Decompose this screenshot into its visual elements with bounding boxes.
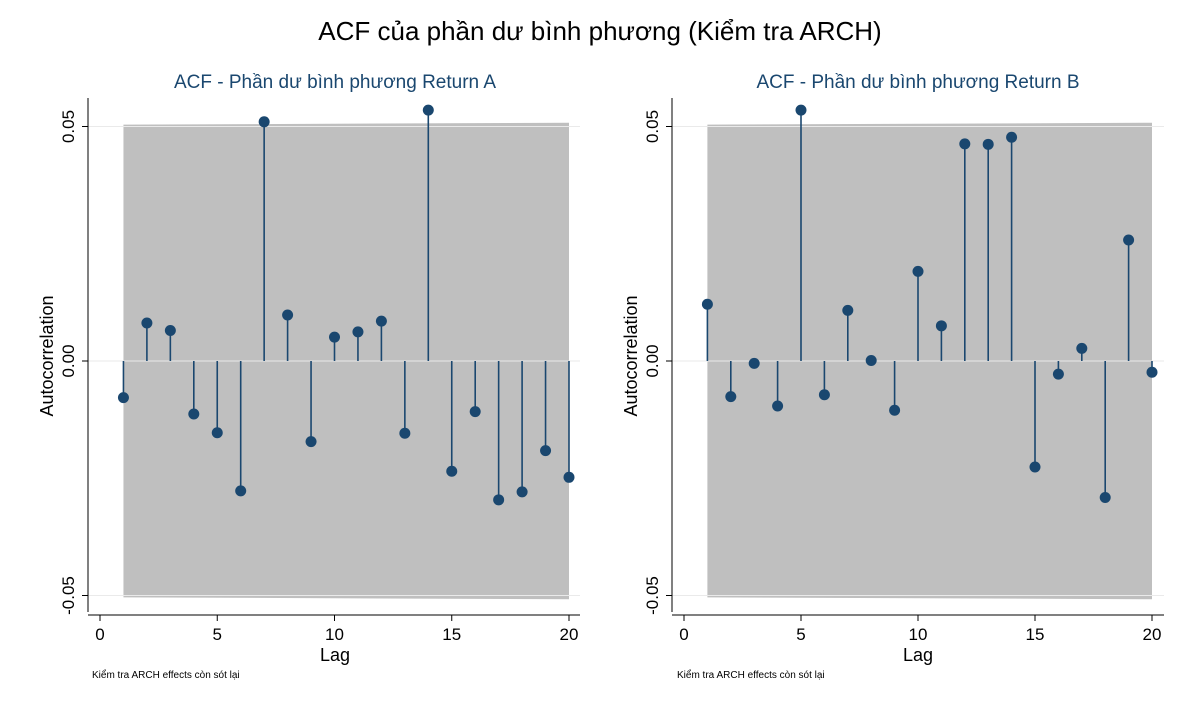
x-tick-label-b-1: 5 [796, 625, 805, 644]
point-a-lag-13 [399, 427, 411, 439]
y-tick-label-b-1: 0.00 [643, 344, 662, 377]
x-tick-label-b-2: 10 [909, 625, 928, 644]
main-title: ACF của phần dư bình phương (Kiểm tra AR… [318, 16, 882, 46]
x-tick-label-a-1: 5 [213, 625, 222, 644]
point-b-lag-8 [865, 355, 877, 367]
point-a-lag-3 [164, 325, 176, 337]
point-b-lag-13 [982, 138, 994, 150]
point-a-lag-12 [375, 315, 387, 327]
y-tick-label-a-2: -0.05 [59, 576, 78, 615]
y-tick-label-a-0: 0.05 [59, 110, 78, 143]
x-tick-label-a-2: 10 [325, 625, 344, 644]
point-b-lag-5 [795, 104, 807, 116]
point-a-lag-1 [117, 392, 129, 404]
x-tick-label-a-3: 15 [442, 625, 461, 644]
point-a-lag-11 [352, 326, 364, 338]
point-a-lag-15 [446, 465, 458, 477]
x-axis-title-a: Lag [320, 645, 350, 665]
point-a-lag-8 [282, 309, 294, 321]
point-b-lag-16 [1052, 368, 1064, 380]
point-b-lag-6 [818, 389, 830, 401]
point-a-lag-5 [211, 427, 223, 439]
x-tick-label-b-0: 0 [679, 625, 688, 644]
point-b-lag-15 [1029, 461, 1041, 473]
panel-note-a: Kiểm tra ARCH effects còn sót lại [92, 670, 240, 681]
point-a-lag-6 [235, 485, 247, 497]
panel-title-a: ACF - Phần dư bình phương Return A [173, 72, 497, 93]
panel-title-b: ACF - Phần dư bình phương Return B [756, 72, 1080, 93]
point-b-lag-3 [748, 357, 760, 369]
point-a-lag-9 [305, 436, 317, 448]
x-tick-label-a-0: 0 [95, 625, 104, 644]
x-tick-label-a-4: 20 [560, 625, 579, 644]
point-b-lag-9 [889, 404, 901, 416]
point-b-lag-1 [701, 298, 713, 310]
point-b-lag-10 [912, 265, 924, 277]
point-b-lag-20 [1146, 366, 1158, 378]
point-b-lag-2 [725, 391, 737, 403]
point-a-lag-19 [540, 445, 552, 457]
y-axis-title-a: Autocorrelation [37, 295, 57, 416]
point-a-lag-4 [188, 408, 200, 420]
point-b-lag-17 [1076, 342, 1088, 354]
point-b-lag-4 [772, 400, 784, 412]
x-tick-label-b-4: 20 [1143, 625, 1162, 644]
point-a-lag-7 [258, 116, 270, 128]
panel-note-b: Kiểm tra ARCH effects còn sót lại [677, 670, 825, 681]
y-tick-label-b-0: 0.05 [643, 110, 662, 143]
point-a-lag-14 [422, 104, 434, 116]
y-tick-label-b-2: -0.05 [643, 576, 662, 615]
point-a-lag-16 [469, 406, 481, 418]
point-a-lag-17 [493, 494, 505, 506]
y-tick-label-a-1: 0.00 [59, 344, 78, 377]
point-a-lag-10 [329, 331, 340, 343]
point-b-lag-19 [1123, 234, 1135, 246]
x-tick-label-b-3: 15 [1026, 625, 1045, 644]
point-a-lag-18 [516, 486, 528, 498]
point-b-lag-7 [842, 304, 854, 316]
point-b-lag-14 [1006, 131, 1018, 143]
point-b-lag-18 [1099, 491, 1111, 503]
point-b-lag-11 [935, 320, 947, 332]
y-axis-title-b: Autocorrelation [621, 295, 641, 416]
point-a-lag-2 [141, 317, 153, 329]
x-axis-title-b: Lag [903, 645, 933, 665]
point-b-lag-12 [959, 138, 971, 150]
point-a-lag-20 [563, 471, 575, 483]
